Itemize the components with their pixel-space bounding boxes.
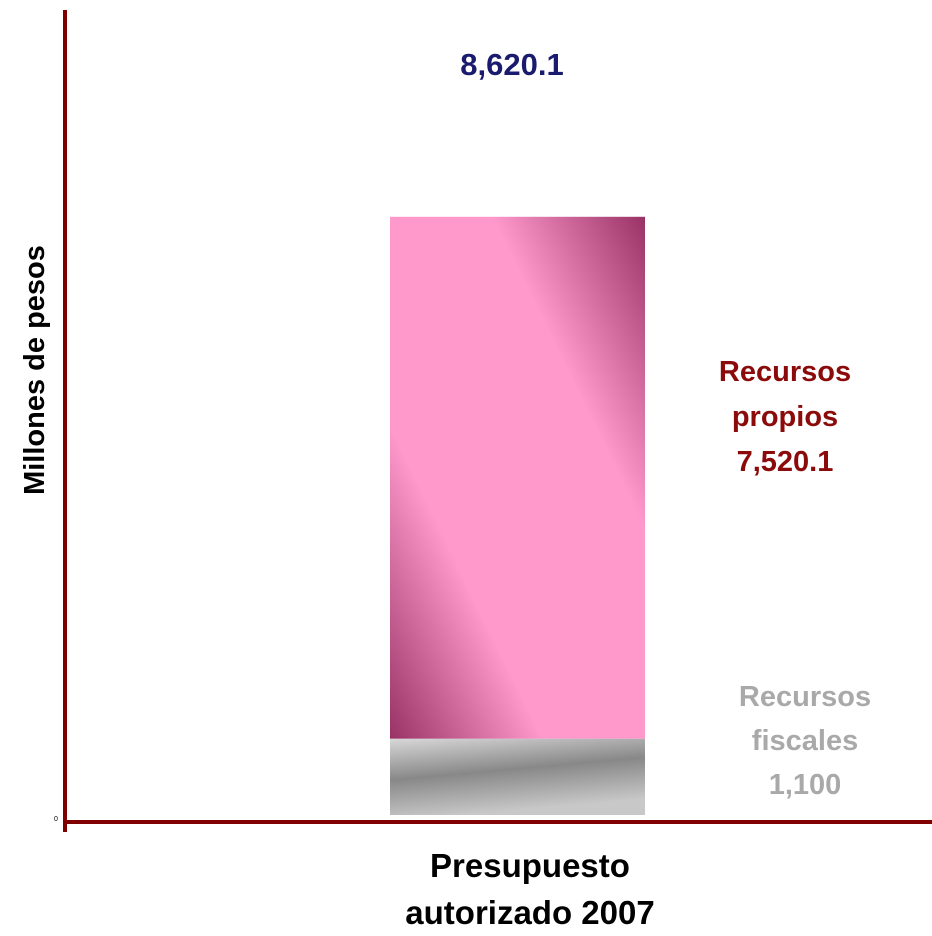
series-label: Recursos fiscales 1,100 (715, 675, 895, 807)
value-label: 7,520.1 (736, 446, 834, 478)
series-name: Recursos fiscales (738, 681, 872, 757)
y-axis-label: Millones de pesos (19, 245, 51, 495)
series-name: Recursos propios (718, 356, 852, 433)
value-label: 1,100 (768, 769, 842, 801)
x-tick-label: Presupuesto autorizado 2007 (405, 847, 655, 931)
y-tick-label: 0 (54, 816, 58, 823)
bar-segment (390, 738, 645, 815)
series-label: Recursos propios 7,520.1 (695, 350, 875, 485)
total-label: 8,620.1 (460, 47, 564, 82)
bar-segment (390, 216, 645, 739)
